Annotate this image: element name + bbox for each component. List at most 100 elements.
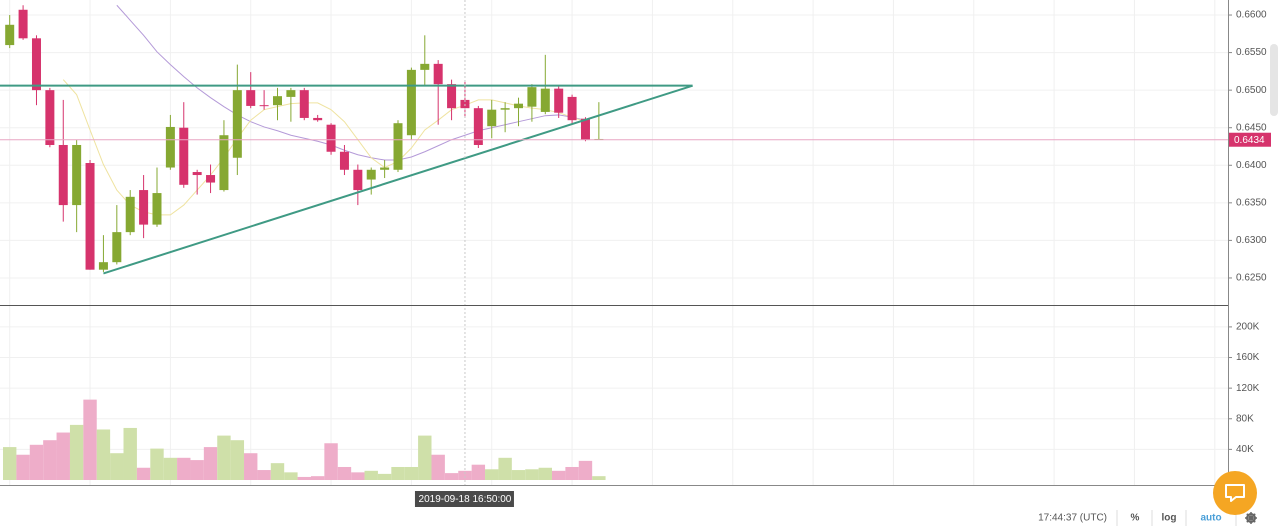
volume-bar bbox=[3, 447, 17, 480]
volume-bar bbox=[431, 454, 445, 480]
volume-tick-label: 40K bbox=[1236, 444, 1254, 455]
candle-body bbox=[18, 9, 28, 39]
last-price-tag bbox=[1229, 132, 1271, 147]
volume-bar bbox=[190, 460, 204, 480]
x-tick-label: 15:30 bbox=[238, 494, 263, 505]
candle-body bbox=[313, 117, 323, 121]
scrollbar[interactable] bbox=[1270, 44, 1278, 116]
crosshair-label: 2019-09-18 16:50:00 bbox=[419, 494, 512, 505]
candle-body bbox=[45, 90, 55, 145]
volume-bar bbox=[565, 466, 579, 480]
volume-bar bbox=[217, 435, 231, 480]
log-toggle[interactable]: log bbox=[1162, 513, 1177, 524]
volume-tick-label: 160K bbox=[1236, 352, 1260, 363]
volume-bar bbox=[203, 447, 218, 480]
candle-body bbox=[125, 196, 135, 233]
volume-tick-label: 80K bbox=[1236, 413, 1254, 424]
x-tick-label: 20:30 bbox=[1042, 494, 1067, 505]
volume-bar bbox=[324, 443, 338, 480]
candle-body bbox=[179, 127, 189, 185]
volume-bar bbox=[230, 440, 245, 480]
candle-body bbox=[447, 84, 457, 109]
candle-body bbox=[380, 167, 390, 170]
y-tick-label: 0.6250 bbox=[1236, 273, 1267, 284]
last-price-label: 0.6434 bbox=[1234, 135, 1265, 146]
volume-bar bbox=[43, 440, 57, 480]
x-tick-label: 15:00 bbox=[158, 494, 183, 505]
y-tick-label: 0.6350 bbox=[1236, 197, 1267, 208]
candle-body bbox=[339, 151, 349, 170]
volume-bar bbox=[458, 470, 472, 480]
candle-body bbox=[353, 169, 363, 191]
volume-bar bbox=[525, 469, 539, 480]
candle-body bbox=[165, 126, 175, 168]
y-tick-label: 0.6500 bbox=[1236, 85, 1267, 96]
x-tick-label: 18:00 bbox=[640, 494, 665, 505]
candle-body bbox=[5, 24, 15, 46]
crosshair-tag bbox=[414, 491, 514, 507]
candle-body bbox=[286, 90, 296, 97]
y-tick-label: 0.6300 bbox=[1236, 235, 1267, 246]
volume-bar bbox=[592, 476, 606, 480]
volume-bar bbox=[578, 460, 593, 480]
candle-body bbox=[433, 63, 443, 85]
candle-body bbox=[206, 175, 216, 183]
y-tick-label: 0.6450 bbox=[1236, 122, 1267, 133]
candle-body bbox=[554, 88, 564, 113]
volume-bar bbox=[404, 466, 419, 480]
volume-bar bbox=[96, 429, 111, 480]
chat-button[interactable] bbox=[1213, 471, 1257, 515]
volume-bar bbox=[150, 448, 164, 480]
x-tick-label: 14:00 bbox=[0, 494, 23, 505]
volume-bar bbox=[297, 476, 311, 480]
volume-bar bbox=[444, 473, 459, 480]
volume-bar bbox=[244, 453, 258, 480]
gear-teeth bbox=[1245, 512, 1257, 524]
volume-bar bbox=[257, 470, 271, 480]
trend-line bbox=[103, 84, 693, 275]
x-tick-label: 19:30 bbox=[881, 494, 906, 505]
volume-tick-label: 200K bbox=[1236, 322, 1260, 333]
x-tick-label: 20:00 bbox=[961, 494, 986, 505]
y-tick-label: 0.6600 bbox=[1236, 10, 1267, 21]
candle-body bbox=[72, 144, 82, 206]
volume-bar bbox=[551, 470, 566, 480]
candle-body bbox=[98, 262, 108, 270]
candle-body bbox=[366, 169, 376, 180]
x-tick-label: 17:30 bbox=[560, 494, 585, 505]
candle-body bbox=[259, 105, 269, 107]
candle-body bbox=[406, 69, 416, 136]
candle-body bbox=[112, 232, 122, 263]
moving-average bbox=[62, 79, 586, 216]
volume-bar bbox=[511, 470, 526, 480]
x-tick-label: 21:00 bbox=[1122, 494, 1147, 505]
candle-body bbox=[420, 63, 430, 70]
volume-bar bbox=[69, 424, 84, 480]
volume-bar bbox=[16, 454, 30, 480]
clock: 17:44:37 (UTC) bbox=[1038, 513, 1107, 524]
volume-bar bbox=[538, 467, 552, 480]
candle-body bbox=[580, 118, 590, 140]
volume-bar bbox=[485, 469, 499, 480]
candle-body bbox=[500, 108, 510, 110]
candle-body bbox=[152, 193, 162, 225]
candle-body bbox=[393, 123, 403, 170]
candle-body bbox=[273, 96, 282, 106]
volume-bar bbox=[177, 457, 191, 480]
volume-bar bbox=[377, 473, 392, 480]
percent-toggle[interactable]: % bbox=[1131, 513, 1140, 524]
volume-tick-label: 120K bbox=[1236, 383, 1260, 394]
x-tick-label: 16:00 bbox=[319, 494, 344, 505]
x-tick-label: 19:00 bbox=[801, 494, 826, 505]
volume-bar bbox=[83, 399, 97, 480]
auto-toggle[interactable]: auto bbox=[1200, 513, 1221, 524]
chat-circle bbox=[1213, 471, 1257, 515]
y-tick-label: 0.6550 bbox=[1236, 47, 1267, 58]
volume-bar bbox=[136, 467, 151, 480]
settings-icon[interactable] bbox=[1245, 512, 1257, 524]
candle-body bbox=[487, 109, 497, 127]
candle-body bbox=[85, 163, 95, 270]
volume-bar bbox=[391, 466, 405, 480]
candle-body bbox=[473, 108, 483, 145]
volume-bar bbox=[364, 470, 378, 480]
